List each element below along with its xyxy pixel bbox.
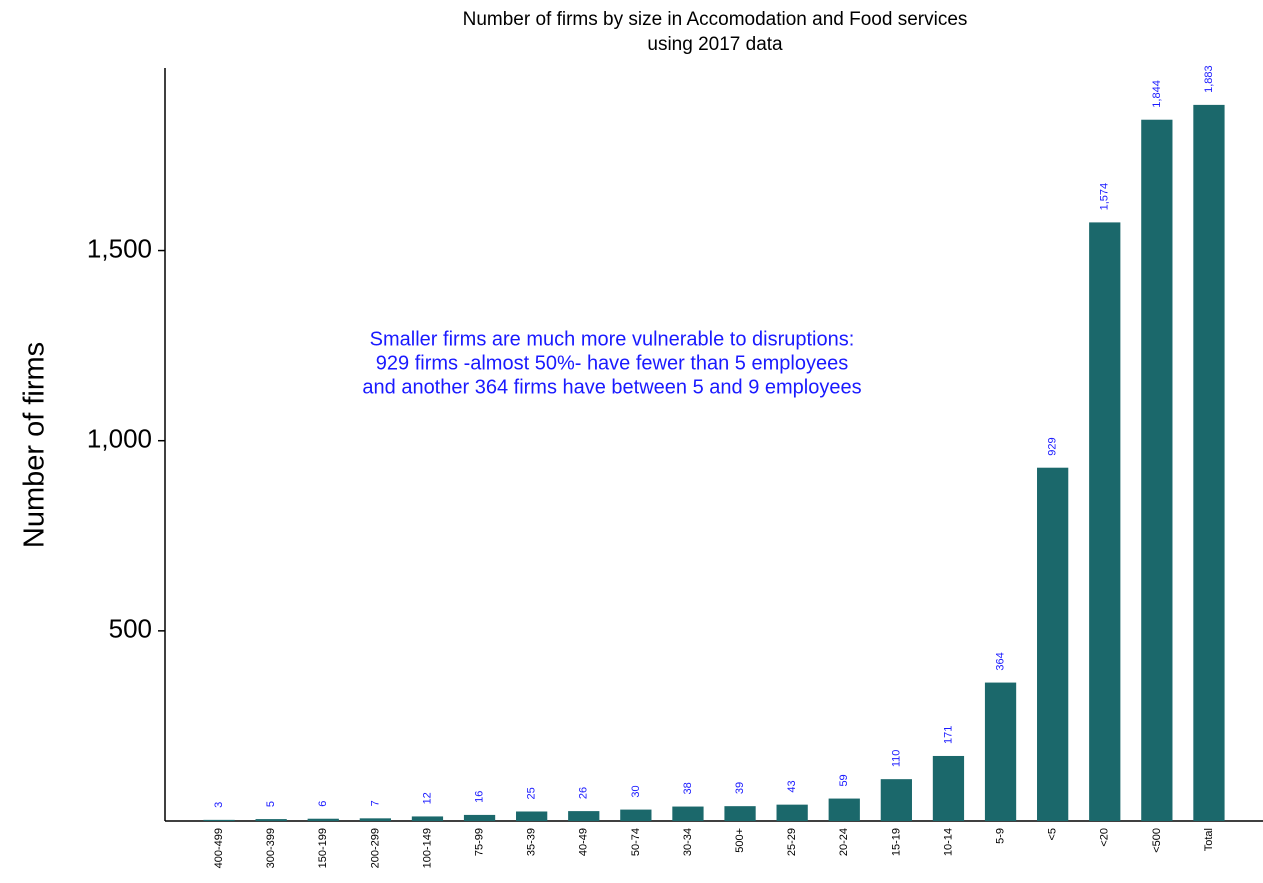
value-label: 1,844 xyxy=(1151,80,1163,108)
bar xyxy=(1089,222,1121,822)
value-label: 16 xyxy=(473,791,485,803)
x-tick-label: 25-29 xyxy=(786,828,798,856)
x-tick-label: <20 xyxy=(1099,828,1111,847)
x-tick-label: <5 xyxy=(1047,828,1059,841)
bar xyxy=(516,811,548,821)
x-tick-label: 15-19 xyxy=(890,828,902,856)
bar xyxy=(255,819,287,821)
value-label: 26 xyxy=(578,787,590,799)
x-tick-label: 500+ xyxy=(734,828,746,853)
bar xyxy=(359,818,391,821)
value-label: 12 xyxy=(421,792,433,804)
x-tick-label: 400-499 xyxy=(213,828,225,868)
bar xyxy=(724,806,756,821)
x-tick-label: <500 xyxy=(1151,828,1163,853)
x-tick-label: 40-49 xyxy=(578,828,590,856)
value-label: 7 xyxy=(369,800,381,806)
x-tick-label: 100-149 xyxy=(421,828,433,868)
bar xyxy=(307,818,339,821)
value-label: 364 xyxy=(994,652,1006,670)
bar xyxy=(776,804,808,821)
bar xyxy=(203,819,235,821)
x-tick-label: 150-199 xyxy=(317,828,329,868)
y-tick-label: 1,000 xyxy=(87,424,152,454)
x-tick-label: 10-14 xyxy=(942,828,954,856)
y-tick-label: 1,500 xyxy=(87,233,152,263)
bar xyxy=(984,682,1017,821)
bar xyxy=(411,816,444,821)
bar xyxy=(568,811,600,821)
x-tick-label: Total xyxy=(1203,828,1215,851)
bar xyxy=(1193,104,1225,821)
annotation: Smaller firms are much more vulnerable t… xyxy=(370,328,855,350)
x-tick-label: 50-74 xyxy=(630,828,642,856)
value-label: 6 xyxy=(317,801,329,807)
bar xyxy=(1037,467,1069,821)
value-label: 3 xyxy=(213,802,225,808)
bar xyxy=(620,809,652,821)
x-tick-label: 75-99 xyxy=(473,828,485,856)
chart-title: using 2017 data xyxy=(647,34,783,55)
annotation: 929 firms -almost 50%- have fewer than 5… xyxy=(376,352,848,374)
value-label: 1,883 xyxy=(1203,65,1215,93)
bar xyxy=(1141,119,1173,822)
y-axis-label: Number of firms xyxy=(19,342,51,548)
x-tick-label: 200-299 xyxy=(369,828,381,868)
bar xyxy=(932,755,965,821)
bar xyxy=(828,798,860,821)
bar xyxy=(463,814,496,821)
x-tick-label: 20-24 xyxy=(838,828,850,856)
annotation: and another 364 firms have between 5 and… xyxy=(362,376,861,398)
x-tick-label: 5-9 xyxy=(994,828,1006,844)
x-tick-label: 35-39 xyxy=(526,828,538,856)
x-tick-label: 30-34 xyxy=(682,828,694,856)
value-label: 929 xyxy=(1047,437,1059,455)
x-tick-label: 300-399 xyxy=(265,828,277,868)
value-label: 59 xyxy=(838,774,850,786)
value-label: 1,574 xyxy=(1099,183,1111,211)
value-label: 30 xyxy=(630,785,642,797)
value-label: 110 xyxy=(890,750,902,768)
bar xyxy=(880,779,912,821)
bar xyxy=(672,806,704,821)
value-label: 43 xyxy=(786,780,798,792)
value-label: 38 xyxy=(682,782,694,794)
chart-title: Number of firms by size in Accomodation … xyxy=(463,9,968,30)
value-label: 5 xyxy=(265,801,277,807)
y-tick-label: 500 xyxy=(109,614,152,644)
value-label: 25 xyxy=(526,787,538,799)
value-label: 39 xyxy=(734,782,746,794)
value-label: 171 xyxy=(942,726,954,744)
